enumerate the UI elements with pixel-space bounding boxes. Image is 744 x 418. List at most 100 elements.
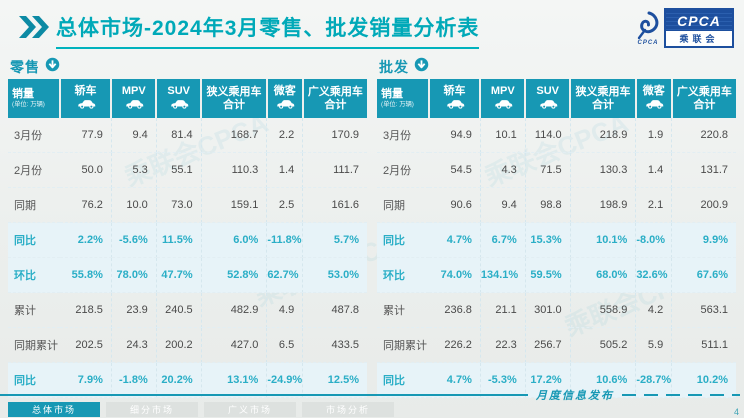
sales-header: 销量 (单位: 万辆) bbox=[8, 79, 61, 118]
data-cell: 32.6% bbox=[635, 257, 673, 293]
minibus-icon bbox=[275, 99, 295, 109]
data-cell: 4.3 bbox=[480, 152, 526, 188]
column-header: 广义乘用车 合计 bbox=[302, 79, 367, 118]
data-cell: 11.5% bbox=[156, 222, 202, 258]
data-cell: 511.1 bbox=[671, 327, 736, 363]
table-row: 3月份 94.9 10.1 114.0 218.9 1.9 220.8 bbox=[377, 118, 736, 153]
data-cell: 130.3 bbox=[570, 152, 637, 188]
wholesale-table: 销量 (单位: 万辆) 轿车 MPV SUV 狭义乘用车 合计 微客 广义乘用车 合计 3月份 94.… bbox=[377, 79, 736, 398]
bottom-tab-4[interactable]: 市场分析 bbox=[302, 402, 394, 417]
logo-swirl-icon: CPCA bbox=[635, 10, 661, 46]
bottom-tab-3[interactable]: 广义市场 bbox=[204, 402, 296, 417]
row-label: 累计 bbox=[377, 292, 429, 328]
table-header-row: 销量 (单位: 万辆) 轿车 MPV SUV 狭义乘用车 合计 微客 广义乘用车 合计 bbox=[377, 79, 736, 118]
wholesale-section-header: 批发 bbox=[379, 56, 736, 77]
data-cell: 218.9 bbox=[570, 118, 637, 153]
data-cell: 78.0% bbox=[111, 257, 157, 293]
table-row: 2月份 50.0 5.3 55.1 110.3 1.4 111.7 bbox=[8, 152, 367, 188]
title-row: 总体市场-2024年3月零售、批发销量分析表 bbox=[16, 12, 624, 49]
data-cell: 59.5% bbox=[525, 257, 571, 293]
bottom-tab-1[interactable]: 总体市场 bbox=[8, 402, 100, 417]
data-cell: 90.6 bbox=[428, 187, 481, 223]
data-cell: 62.7% bbox=[266, 257, 304, 293]
table-row: 同比 2.2% -5.6% 11.5% 6.0% -11.8% 5.7% bbox=[8, 222, 367, 258]
column-header: 微客 bbox=[266, 79, 304, 118]
wholesale-title: 批发 bbox=[379, 58, 409, 75]
footer-line bbox=[0, 394, 528, 396]
table-row: 环比 74.0% 134.1% 59.5% 68.0% 32.6% 67.6% bbox=[377, 257, 736, 293]
column-header: 轿车 bbox=[59, 79, 113, 118]
data-cell: 53.0% bbox=[302, 257, 367, 293]
row-label: 累计 bbox=[8, 292, 60, 328]
data-cell: 6.0% bbox=[201, 222, 268, 258]
data-cell: 6.7% bbox=[480, 222, 526, 258]
retail-table: 销量 (单位: 万辆) 轿车 MPV SUV 狭义乘用车 合计 微客 广义乘用车 合计 3月份 77.… bbox=[8, 79, 367, 398]
table-row: 3月份 77.9 9.4 81.4 168.7 2.2 170.9 bbox=[8, 118, 367, 153]
sales-header: 销量 (单位: 万辆) bbox=[377, 79, 430, 118]
data-cell: 12.5% bbox=[302, 362, 367, 398]
data-cell: 4.7% bbox=[428, 362, 481, 398]
footer-rule: 月度信息发布 bbox=[0, 387, 740, 403]
suv-icon bbox=[538, 99, 558, 109]
data-cell: 24.3 bbox=[111, 327, 157, 363]
column-header: SUV bbox=[156, 79, 203, 118]
footer-dashes bbox=[622, 394, 740, 396]
column-header: 狭义乘用车 合计 bbox=[201, 79, 268, 118]
data-cell: 202.5 bbox=[59, 327, 112, 363]
data-cell: 558.9 bbox=[570, 292, 637, 328]
data-cell: 10.1 bbox=[480, 118, 526, 153]
row-label: 环比 bbox=[8, 257, 60, 293]
data-cell: 4.2 bbox=[635, 292, 673, 328]
row-label: 同期 bbox=[8, 187, 60, 223]
data-cell: 131.7 bbox=[671, 152, 736, 188]
column-header: 狭义乘用车 合计 bbox=[570, 79, 637, 118]
mpv-icon bbox=[124, 99, 144, 109]
data-cell: 94.9 bbox=[428, 118, 481, 153]
data-cell: 200.2 bbox=[156, 327, 202, 363]
data-cell: 226.2 bbox=[428, 327, 481, 363]
data-cell: 7.9% bbox=[59, 362, 112, 398]
table-row: 累计 236.8 21.1 301.0 558.9 4.2 563.1 bbox=[377, 292, 736, 328]
suv-icon bbox=[169, 99, 189, 109]
retail-section: 零售 销量 (单位: 万辆) 轿车 MPV SUV 狭义乘用车 合计 微客 广义乘用车 合计 3月份… bbox=[8, 56, 367, 398]
data-cell: 98.8 bbox=[525, 187, 571, 223]
wholesale-section: 批发 销量 (单位: 万辆) 轿车 MPV SUV 狭义乘用车 合计 微客 广义乘用车 合计 3月份… bbox=[377, 56, 736, 398]
table-row: 同期 90.6 9.4 98.8 198.9 2.1 200.9 bbox=[377, 187, 736, 223]
row-label: 环比 bbox=[377, 257, 429, 293]
data-cell: 1.9 bbox=[635, 118, 673, 153]
table-row: 2月份 54.5 4.3 71.5 130.3 1.4 131.7 bbox=[377, 152, 736, 188]
page-number: 4 bbox=[733, 407, 739, 417]
table-row: 同期累计 202.5 24.3 200.2 427.0 6.5 433.5 bbox=[8, 327, 367, 363]
data-cell: 9.4 bbox=[480, 187, 526, 223]
data-cell: -1.8% bbox=[111, 362, 157, 398]
data-cell: 4.7% bbox=[428, 222, 481, 258]
data-cell: 5.3 bbox=[111, 152, 157, 188]
data-cell: 47.7% bbox=[156, 257, 202, 293]
row-label: 2月份 bbox=[377, 152, 429, 188]
data-cell: 54.5 bbox=[428, 152, 481, 188]
data-cell: 220.8 bbox=[671, 118, 736, 153]
logo-org-text: 乘联会 bbox=[679, 34, 719, 44]
data-cell: 563.1 bbox=[671, 292, 736, 328]
sedan-icon bbox=[445, 99, 465, 109]
row-label: 同期累计 bbox=[8, 327, 60, 363]
row-label: 同比 bbox=[377, 362, 429, 398]
data-cell: -8.0% bbox=[635, 222, 673, 258]
row-label: 同期累计 bbox=[377, 327, 429, 363]
sedan-icon bbox=[76, 99, 96, 109]
double-chevron-icon bbox=[16, 14, 50, 45]
row-label: 3月份 bbox=[8, 118, 60, 153]
data-cell: 134.1% bbox=[480, 257, 526, 293]
table-row: 同比 4.7% -5.3% 17.2% 10.6% -28.7% 10.2% bbox=[377, 362, 736, 398]
data-cell: 159.1 bbox=[201, 187, 268, 223]
column-header: SUV bbox=[525, 79, 572, 118]
column-header: 轿车 bbox=[428, 79, 482, 118]
data-cell: 52.8% bbox=[201, 257, 268, 293]
data-cell: 17.2% bbox=[525, 362, 571, 398]
bottom-tab-2[interactable]: 细分市场 bbox=[106, 402, 198, 417]
data-cell: 236.8 bbox=[428, 292, 481, 328]
down-arrow-icon bbox=[45, 57, 60, 77]
page-title: 总体市场-2024年3月零售、批发销量分析表 bbox=[56, 12, 480, 49]
data-cell: 301.0 bbox=[525, 292, 571, 328]
